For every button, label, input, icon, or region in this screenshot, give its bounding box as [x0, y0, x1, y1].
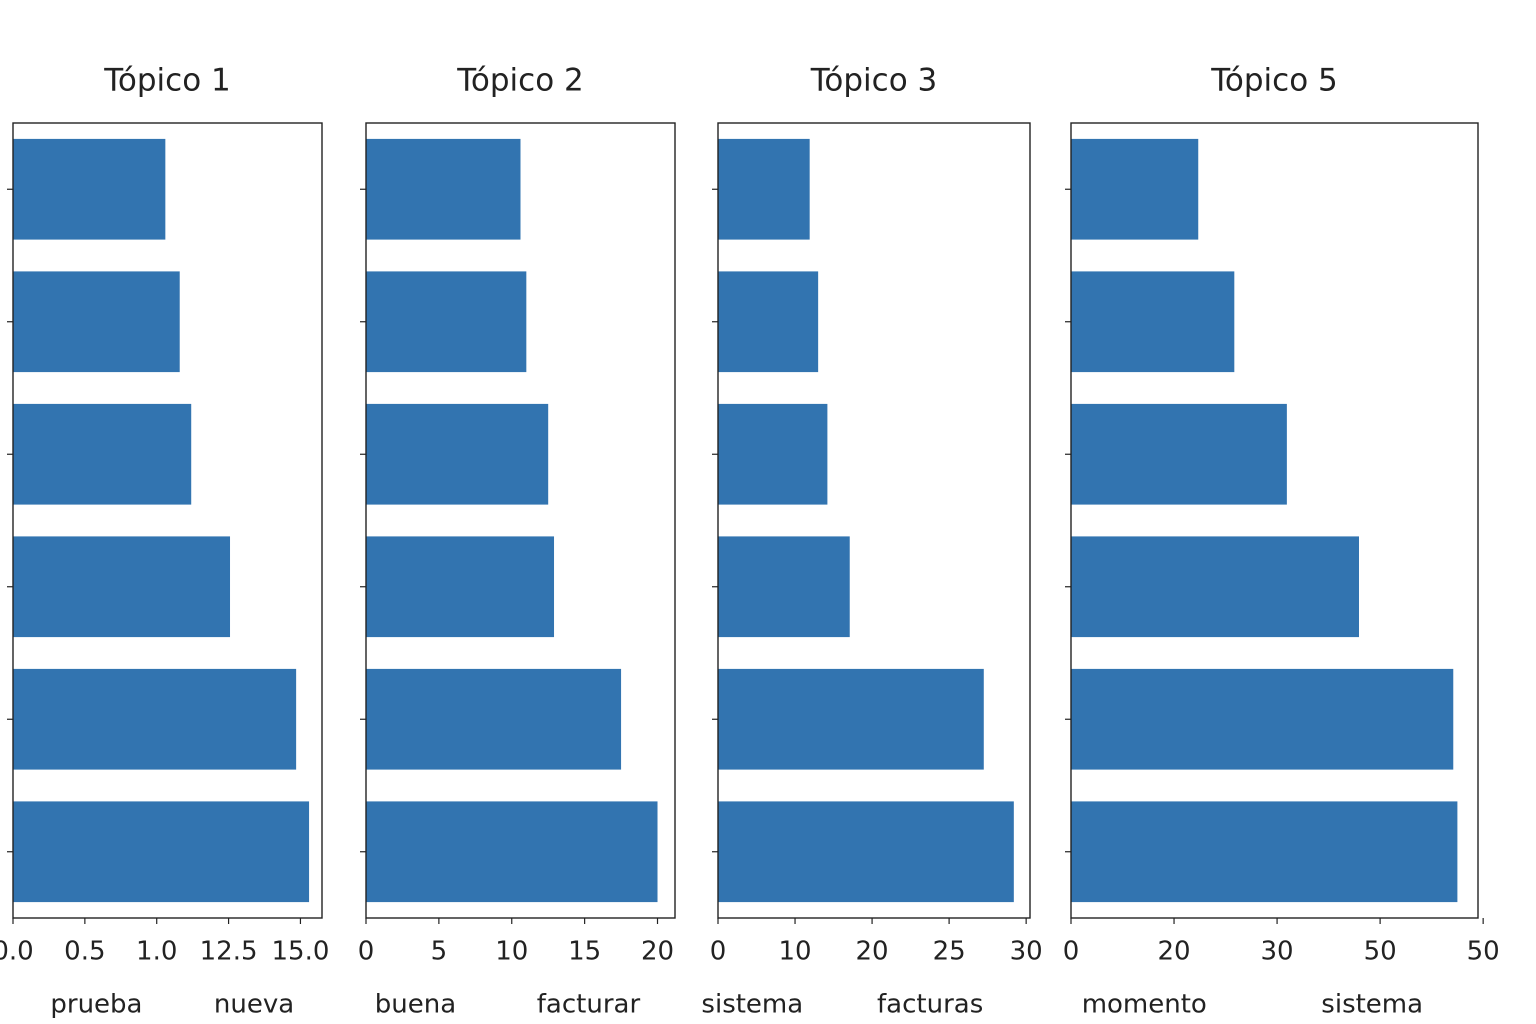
x-tick-label: 12.5 — [200, 937, 258, 967]
x-tick-label: 1.0 — [136, 937, 177, 967]
bar — [718, 138, 810, 240]
x-axis-word: sistema — [701, 990, 803, 1020]
x-axis-word: buena — [375, 990, 456, 1020]
bar — [718, 536, 850, 638]
bar — [718, 403, 828, 505]
bar — [1071, 403, 1287, 505]
bar — [1071, 138, 1199, 240]
bar — [366, 271, 527, 373]
x-tick-label: 10 — [778, 937, 811, 967]
x-axis-word: prueba — [50, 990, 142, 1020]
bar — [366, 668, 622, 770]
x-axis-word: momento — [1082, 990, 1207, 1020]
bar — [13, 138, 166, 240]
bar — [1071, 536, 1359, 638]
x-tick-label: 25 — [933, 937, 966, 967]
bar — [1071, 801, 1458, 903]
x-tick-label: 15.0 — [271, 937, 329, 967]
x-tick-label: 10 — [495, 937, 528, 967]
x-tick-label: 15 — [568, 937, 601, 967]
x-tick-label: 50 — [1467, 937, 1500, 967]
bar — [718, 668, 984, 770]
x-tick-label: 30 — [1261, 937, 1294, 967]
x-tick-label: 20 — [856, 937, 889, 967]
x-tick-label: 0 — [358, 937, 375, 967]
x-tick-label: 20 — [1157, 937, 1190, 967]
bar — [1071, 271, 1235, 373]
axes-frame — [1070, 122, 1479, 919]
x-axis-word: sistema — [1321, 990, 1423, 1020]
x-tick-label: 0 — [710, 937, 727, 967]
x-axis-word: facturas — [877, 990, 983, 1020]
bar — [13, 271, 180, 373]
x-tick-label: 0 — [1063, 937, 1080, 967]
axes-frame — [717, 122, 1031, 919]
x-tick-label: 5 — [431, 937, 448, 967]
subplot-title: Tópico 5 — [1210, 63, 1338, 99]
bar — [1071, 668, 1454, 770]
bar — [718, 801, 1014, 903]
axes-frame — [365, 122, 676, 919]
bar — [13, 403, 192, 505]
x-axis-word: facturar — [537, 990, 641, 1020]
bar — [366, 801, 658, 903]
x-axis-word: nueva — [214, 990, 294, 1020]
subplot-title: Tópico 1 — [103, 63, 231, 99]
bar — [13, 536, 231, 638]
x-tick-label: 0.5 — [64, 937, 105, 967]
x-tick-label: 0.0 — [0, 937, 34, 967]
bar — [366, 138, 521, 240]
bar — [13, 668, 297, 770]
bar — [366, 536, 555, 638]
bar — [366, 403, 549, 505]
bar — [13, 801, 310, 903]
subplot-title: Tópico 3 — [810, 63, 938, 99]
axes-frame — [12, 122, 323, 919]
bar — [718, 271, 819, 373]
x-tick-label: 20 — [641, 937, 674, 967]
x-tick-label: 30 — [1010, 937, 1043, 967]
x-tick-label: 50 — [1364, 937, 1397, 967]
subplot-title: Tópico 2 — [456, 63, 584, 99]
